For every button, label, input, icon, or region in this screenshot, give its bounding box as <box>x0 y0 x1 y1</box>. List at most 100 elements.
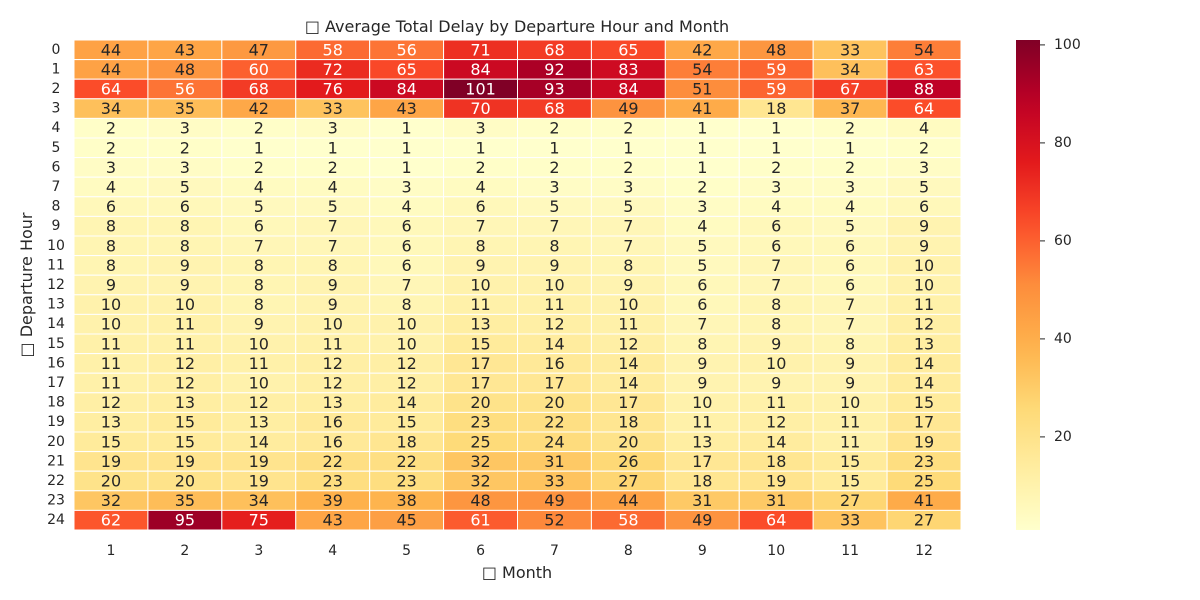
cell-value-label: 8 <box>180 236 190 255</box>
cell-value-label: 17 <box>470 374 490 393</box>
cell-value-label: 12 <box>396 354 416 373</box>
cell-value-label: 10 <box>618 295 638 314</box>
cell-value-label: 17 <box>692 452 712 471</box>
cell-value-label: 22 <box>396 452 416 471</box>
cell-value-label: 10 <box>692 393 712 412</box>
cell-value-label: 13 <box>470 315 490 334</box>
cell-value-label: 70 <box>470 99 490 118</box>
cell-value-label: 12 <box>249 393 269 412</box>
chart-title: □ Average Total Delay by Departure Hour … <box>305 17 729 36</box>
cell-value-label: 9 <box>919 236 929 255</box>
cell-value-label: 12 <box>175 354 195 373</box>
cell-value-label: 7 <box>402 276 412 295</box>
cell-value-label: 7 <box>771 256 781 275</box>
cell-value-label: 44 <box>101 40 121 59</box>
x-tick-label: 6 <box>476 543 485 559</box>
cell-value-label: 4 <box>919 119 929 138</box>
cell-value-label: 27 <box>840 491 860 510</box>
cell-value-label: 2 <box>845 119 855 138</box>
cell-value-label: 3 <box>697 197 707 216</box>
cell-value-label: 9 <box>623 276 633 295</box>
y-axis-label: □ Departure Hour <box>17 212 36 357</box>
cell-value-label: 15 <box>470 334 490 353</box>
cell-value-label: 2 <box>771 158 781 177</box>
cell-value-label: 5 <box>328 197 338 216</box>
cell-value-label: 2 <box>475 158 485 177</box>
cell-value-label: 2 <box>106 138 116 157</box>
cell-value-label: 4 <box>328 178 338 197</box>
y-tick-label: 12 <box>47 277 65 293</box>
cell-value-label: 2 <box>919 138 929 157</box>
x-tick-label: 9 <box>698 543 707 559</box>
cell-value-label: 8 <box>106 217 116 236</box>
y-tick-label: 6 <box>52 159 61 175</box>
cell-value-label: 6 <box>402 256 412 275</box>
cell-value-label: 60 <box>249 60 269 79</box>
cell-value-label: 101 <box>465 80 496 99</box>
x-tick-label: 12 <box>915 543 933 559</box>
x-tick-labels: 1 2 3 4 5 6 7 8 9 10 11 12 <box>106 543 932 559</box>
cell-value-label: 41 <box>914 491 934 510</box>
cell-value-label: 10 <box>175 295 195 314</box>
y-tick-label: 18 <box>47 395 65 411</box>
y-tick-label: 4 <box>52 120 61 136</box>
y-tick-label: 3 <box>52 101 61 117</box>
cell-value-label: 14 <box>914 354 934 373</box>
colorbar-tick-label: 40 <box>1054 331 1072 347</box>
cell-value-label: 31 <box>766 491 786 510</box>
cell-value-label: 11 <box>840 432 860 451</box>
cell-value-label: 9 <box>254 315 264 334</box>
cell-value-label: 63 <box>914 60 934 79</box>
cell-value-label: 1 <box>402 138 412 157</box>
cell-value-label: 7 <box>771 276 781 295</box>
cell-value-label: 3 <box>549 178 559 197</box>
cell-value-label: 7 <box>623 217 633 236</box>
cell-value-label: 17 <box>470 354 490 373</box>
cell-value-label: 9 <box>180 256 190 275</box>
cell-value-label: 6 <box>845 256 855 275</box>
cell-value-label: 8 <box>475 236 485 255</box>
cell-value-label: 93 <box>544 80 564 99</box>
cell-value-label: 10 <box>766 354 786 373</box>
cell-value-label: 22 <box>544 413 564 432</box>
cell-value-label: 1 <box>254 138 264 157</box>
cell-value-label: 8 <box>549 236 559 255</box>
colorbar-tick-label: 20 <box>1054 429 1072 445</box>
cell-value-label: 15 <box>175 432 195 451</box>
cell-value-label: 7 <box>328 236 338 255</box>
colorbar-tick-label: 80 <box>1054 135 1072 151</box>
cell-value-label: 62 <box>101 511 121 530</box>
cell-value-label: 14 <box>618 374 638 393</box>
cell-value-label: 6 <box>254 217 264 236</box>
cell-value-label: 11 <box>692 413 712 432</box>
cell-value-label: 4 <box>475 178 485 197</box>
cell-value-label: 8 <box>771 295 781 314</box>
cell-value-label: 65 <box>396 60 416 79</box>
cell-value-label: 1 <box>328 138 338 157</box>
heatmap-cell <box>886 509 962 531</box>
cell-value-label: 3 <box>845 178 855 197</box>
cell-value-label: 18 <box>766 452 786 471</box>
cell-value-label: 16 <box>323 413 343 432</box>
cell-value-label: 32 <box>470 472 490 491</box>
cell-value-label: 10 <box>840 393 860 412</box>
cell-value-label: 8 <box>254 276 264 295</box>
cell-value-label: 11 <box>249 354 269 373</box>
x-tick-label: 10 <box>767 543 785 559</box>
cell-value-label: 58 <box>618 511 638 530</box>
cell-value-label: 11 <box>544 295 564 314</box>
cell-value-label: 26 <box>618 452 638 471</box>
y-tick-label: 23 <box>47 493 65 509</box>
cell-value-label: 11 <box>175 334 195 353</box>
cell-value-label: 8 <box>845 334 855 353</box>
y-tick-label: 19 <box>47 414 65 430</box>
cell-value-label: 7 <box>475 217 485 236</box>
cell-value-label: 25 <box>470 432 490 451</box>
cell-value-label: 31 <box>692 491 712 510</box>
cell-value-label: 43 <box>175 40 195 59</box>
cell-value-label: 9 <box>845 354 855 373</box>
cell-value-label: 9 <box>328 276 338 295</box>
cell-value-label: 48 <box>470 491 490 510</box>
cell-value-label: 39 <box>323 491 343 510</box>
cell-value-label: 4 <box>845 197 855 216</box>
